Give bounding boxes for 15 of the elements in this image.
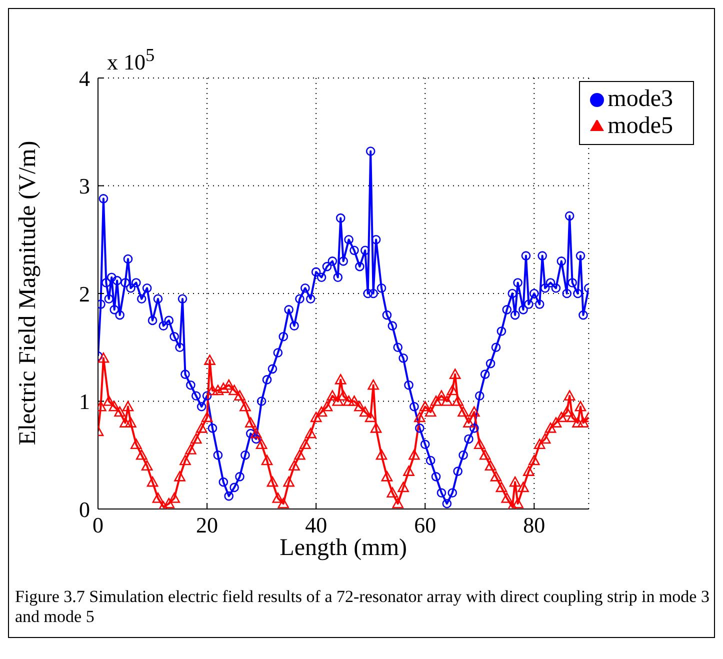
x-tick-label: 80	[523, 512, 546, 538]
caption: Figure 3.7 Simulation electric field results of a 72-resonator array with direct coupling strip in mode 3 and mode 5	[14, 586, 710, 628]
y-tick-label: 3	[79, 174, 90, 199]
y-axis-title: Electric Field Magnitude (V/m)	[15, 140, 41, 446]
legend-label: mode3	[608, 86, 673, 112]
x-tick-label: 40	[305, 512, 328, 538]
text: x 10$^{5}$	[107, 45, 155, 76]
y-tick-label: 0	[79, 496, 90, 522]
y-tick-label: 4	[79, 66, 90, 91]
y-tick-label: 1	[79, 389, 90, 414]
y-tick-label: 2	[79, 281, 90, 306]
x-tick-label: 20	[196, 512, 218, 538]
legend-label: mode5	[608, 113, 673, 139]
x-axis-title: Length (mm)	[280, 535, 407, 561]
x-tick-label: 60	[414, 512, 436, 538]
